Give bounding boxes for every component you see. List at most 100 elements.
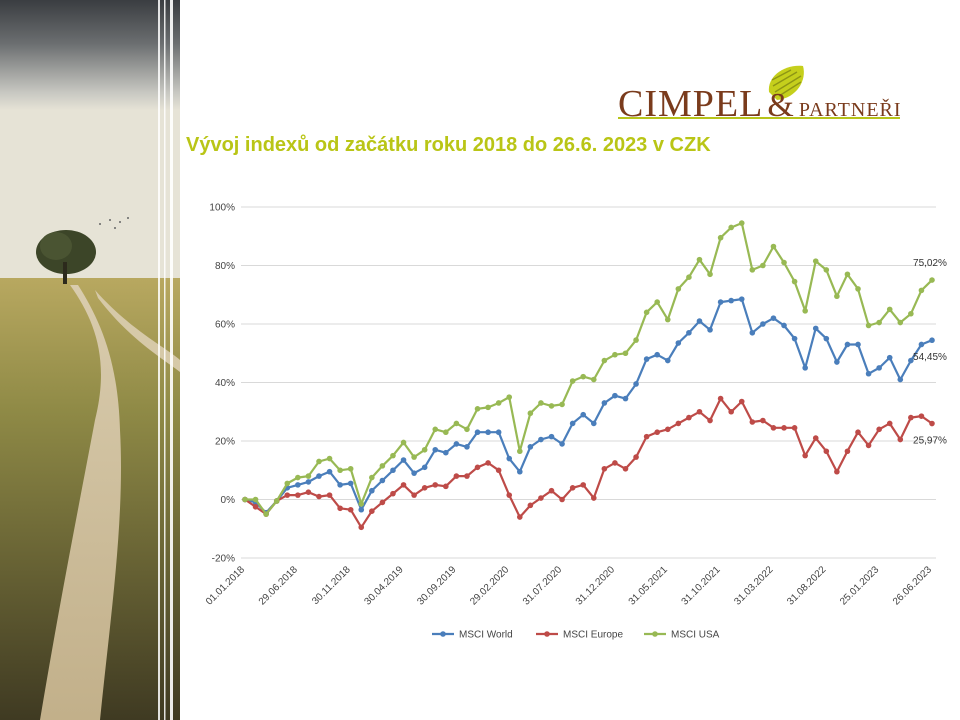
data-point xyxy=(781,322,787,329)
series-line xyxy=(245,221,933,516)
legend-label: MSCI Europe xyxy=(563,630,623,641)
data-point xyxy=(421,446,428,453)
data-point xyxy=(686,329,692,336)
data-point xyxy=(749,267,756,273)
data-point xyxy=(506,492,513,498)
data-point xyxy=(252,504,259,510)
data-point xyxy=(295,474,301,481)
data-point xyxy=(464,444,470,450)
data-point xyxy=(770,425,777,431)
x-tick-label: 25.01.2023 xyxy=(838,564,881,607)
data-point xyxy=(421,485,428,491)
legend-item: MSCI World xyxy=(432,630,513,641)
data-point xyxy=(411,470,417,476)
data-point xyxy=(464,426,470,433)
series-1 xyxy=(242,395,935,531)
data-point xyxy=(295,492,301,498)
data-point xyxy=(633,381,639,387)
data-point xyxy=(686,274,692,280)
data-point xyxy=(664,316,671,323)
end-value-label: 75,02% xyxy=(913,258,947,269)
series-line xyxy=(244,297,933,514)
x-tick-label: 29.02.2020 xyxy=(468,564,511,607)
series-line xyxy=(244,397,933,529)
legend-marker xyxy=(544,631,550,637)
data-point xyxy=(474,429,481,436)
data-point xyxy=(538,400,544,406)
data-point xyxy=(812,325,819,332)
data-point xyxy=(622,465,629,472)
data-point xyxy=(495,429,502,436)
data-point xyxy=(485,429,491,436)
data-point xyxy=(400,439,407,446)
data-point xyxy=(802,365,808,371)
data-point xyxy=(559,496,565,503)
data-point xyxy=(855,341,861,348)
data-point xyxy=(284,480,291,487)
data-point xyxy=(517,448,523,455)
data-point xyxy=(876,365,882,371)
data-point xyxy=(337,482,343,488)
data-point xyxy=(538,436,544,443)
data-point xyxy=(886,420,893,427)
data-point xyxy=(643,309,650,316)
end-value-label: 54,45% xyxy=(913,352,947,363)
data-point xyxy=(432,482,439,488)
data-point xyxy=(612,392,618,399)
data-point xyxy=(580,482,587,488)
data-point xyxy=(812,258,819,264)
x-tick-label: 31.03.2022 xyxy=(732,564,775,607)
data-point xyxy=(855,429,861,436)
data-point xyxy=(453,473,460,479)
data-point xyxy=(390,452,396,459)
legend-marker xyxy=(652,631,658,637)
data-point xyxy=(918,341,925,348)
data-point xyxy=(654,351,660,358)
data-point xyxy=(612,460,618,466)
x-tick-label: 31.07.2020 xyxy=(521,564,564,607)
data-point xyxy=(707,327,713,333)
data-point xyxy=(823,267,830,273)
data-point xyxy=(517,468,523,475)
data-point xyxy=(844,341,851,348)
data-point xyxy=(474,464,481,471)
data-point xyxy=(538,495,544,501)
data-point xyxy=(717,299,724,305)
data-point xyxy=(358,506,365,513)
data-point xyxy=(474,406,481,412)
data-point xyxy=(295,482,301,488)
data-point xyxy=(569,378,576,384)
data-point xyxy=(918,287,925,294)
data-point xyxy=(929,420,935,427)
data-point xyxy=(316,458,322,465)
data-point xyxy=(781,425,787,431)
data-point xyxy=(876,426,882,433)
data-point xyxy=(590,420,597,427)
data-point xyxy=(908,414,914,421)
series xyxy=(242,220,935,531)
data-point xyxy=(654,429,660,436)
data-point xyxy=(696,408,703,415)
data-point xyxy=(686,414,692,421)
x-tick-label: 30.04.2019 xyxy=(362,564,405,607)
data-point xyxy=(590,495,597,501)
data-point xyxy=(918,413,925,419)
data-point xyxy=(305,489,312,495)
data-point xyxy=(316,473,322,479)
x-tick-label: 01.01.2018 xyxy=(204,564,247,607)
end-value-label: 25,97% xyxy=(913,436,947,447)
data-point xyxy=(316,493,322,500)
data-point xyxy=(305,473,312,479)
data-point xyxy=(379,477,386,484)
data-point xyxy=(770,243,777,250)
data-point xyxy=(643,356,650,362)
data-point xyxy=(865,322,872,329)
data-point xyxy=(908,357,914,364)
data-point xyxy=(527,410,534,417)
y-tick-label: 60% xyxy=(215,320,235,331)
data-point xyxy=(855,286,861,292)
y-tick-label: 80% xyxy=(215,261,235,272)
x-tick-label: 26.06.2023 xyxy=(891,564,934,607)
data-point xyxy=(612,351,618,358)
data-point xyxy=(358,524,365,531)
